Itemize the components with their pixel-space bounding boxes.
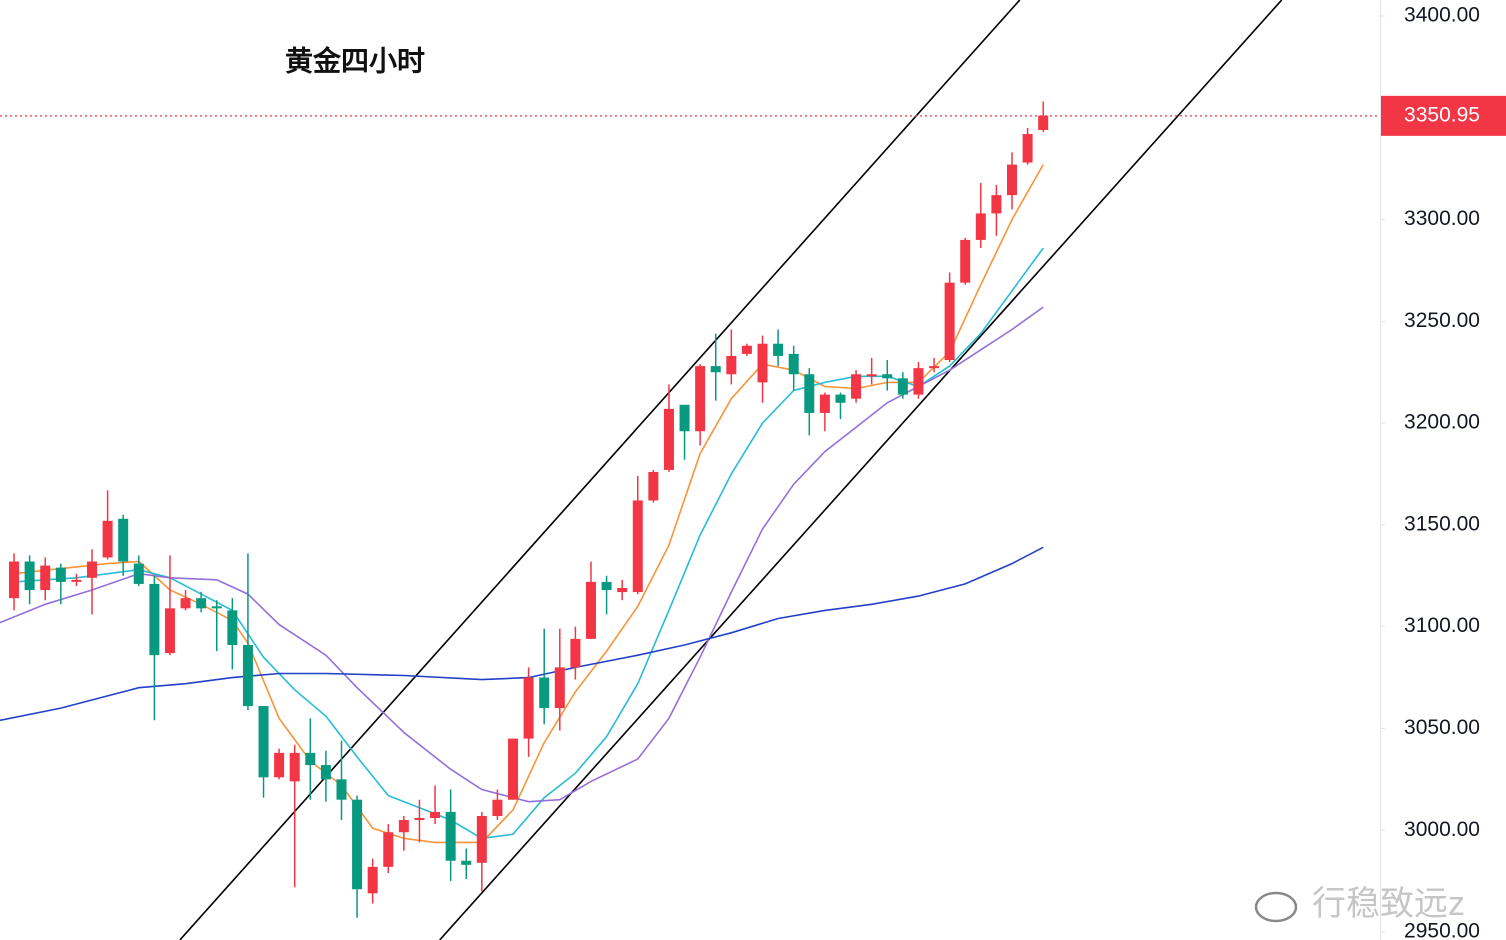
candle-body: [492, 799, 503, 816]
candle-body: [975, 213, 986, 240]
candle-body: [508, 738, 519, 800]
y-tick-label: 3100.00: [1404, 614, 1480, 637]
candle-body: [320, 765, 331, 780]
last-price-box: [1381, 95, 1506, 136]
candle-body: [741, 345, 752, 354]
y-tick-label: 3300.00: [1404, 207, 1480, 230]
y-tick-label: 2950.00: [1404, 920, 1480, 940]
y-tick-label: 3050.00: [1404, 716, 1480, 739]
y-tick-label: 3200.00: [1404, 411, 1480, 434]
candle-body: [430, 811, 441, 819]
moving-average-line: [13, 164, 1044, 844]
candle-body: [398, 820, 409, 833]
candle-body: [476, 815, 487, 863]
candle-body: [632, 500, 643, 593]
candle-body: [196, 598, 207, 609]
candle-body: [819, 394, 830, 413]
candle-body: [788, 353, 799, 375]
candle-body: [866, 374, 877, 377]
candle-body: [414, 818, 425, 821]
candle-body: [539, 677, 550, 709]
candle-body: [24, 561, 35, 591]
candle-body: [804, 374, 815, 413]
candle-body: [929, 366, 940, 369]
candle-body: [102, 520, 113, 558]
moving-average-line: [13, 247, 1044, 840]
last-price-label: 3350.95: [1404, 103, 1480, 126]
candle-body: [9, 561, 20, 599]
candle-body: [227, 610, 238, 645]
candle-body: [1007, 164, 1017, 196]
candle-body: [40, 565, 51, 591]
candle-body: [585, 581, 596, 639]
candle-body: [305, 752, 316, 766]
candle-body: [835, 394, 846, 403]
y-tick-label: 3150.00: [1404, 512, 1480, 535]
candle-body: [570, 638, 581, 668]
candle-body: [274, 752, 285, 778]
candle-body: [242, 644, 253, 707]
candle-body: [710, 366, 721, 373]
watermark-logo-shape: [1254, 891, 1298, 923]
candle-body: [71, 579, 82, 582]
candle-body: [55, 567, 66, 582]
candle-body: [851, 374, 862, 399]
candle-body: [352, 799, 363, 890]
y-tick-label: 3000.00: [1404, 818, 1480, 841]
candle-body: [523, 677, 534, 739]
candle-body: [773, 343, 784, 356]
candle-body: [991, 195, 1002, 214]
watermark: 行稳致远z: [1312, 885, 1465, 923]
candle-body: [554, 667, 565, 709]
candle-body: [445, 811, 456, 861]
candle-body: [164, 608, 175, 654]
candle-body: [882, 374, 893, 379]
candle-body: [367, 866, 378, 894]
candle-body: [897, 378, 908, 395]
trend-line: [179, 0, 1021, 940]
candle-body: [601, 581, 612, 591]
trend-line: [439, 0, 1283, 940]
candle-body: [336, 779, 347, 800]
candle-body: [648, 471, 659, 501]
candle-body: [461, 860, 472, 865]
candle-body: [211, 606, 222, 609]
candle-body: [289, 752, 300, 782]
candle-body: [695, 366, 706, 432]
candle-body: [944, 282, 955, 361]
candle-body: [663, 408, 674, 470]
candle-body: [180, 598, 191, 609]
candle-body: [617, 587, 628, 593]
y-tick-label: 3250.00: [1404, 309, 1480, 332]
candle-body: [726, 355, 737, 375]
candle-body: [383, 832, 394, 867]
candle-body: [1022, 134, 1033, 163]
candle-body: [149, 583, 160, 656]
y-tick-label: 3400.00: [1404, 4, 1480, 27]
candle-body: [679, 404, 690, 432]
chart-title: 黄金四小时: [285, 44, 425, 76]
candle-body: [913, 368, 924, 395]
candle-body: [133, 563, 144, 584]
candle-body: [118, 518, 129, 562]
candle-body: [1038, 115, 1049, 130]
candle-body: [757, 343, 768, 383]
candle-body: [960, 239, 971, 283]
candle-body: [258, 706, 269, 778]
candle-body: [87, 561, 97, 578]
moving-average-line: [0, 546, 1044, 722]
moving-average-line: [0, 306, 1044, 803]
